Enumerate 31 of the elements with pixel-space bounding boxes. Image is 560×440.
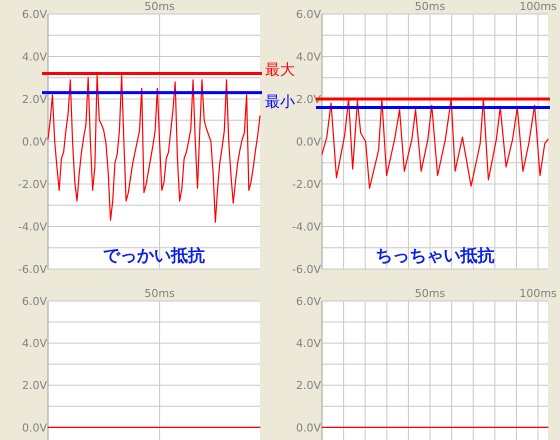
y-tick-label: -4.0V [18, 220, 48, 234]
y-tick-label: -2.0V [292, 178, 322, 191]
ref-line-label: 最大 [265, 60, 295, 78]
x-tick-label: 50ms [144, 0, 176, 13]
y-tick-label: -6.0V [292, 263, 322, 276]
x-tick-label: 100ms [519, 0, 558, 13]
x-tick-label: 100ms [519, 287, 558, 300]
y-tick-label: 4.0V [296, 50, 322, 64]
x-tick-label: 50ms [414, 0, 446, 13]
x-tick-label: 50ms [414, 287, 446, 300]
y-tick-label: 6.0V [296, 295, 322, 308]
y-tick-label: -6.0V [18, 263, 48, 276]
ref-line-label: 最小 [265, 92, 295, 111]
y-tick-label: 4.0V [22, 337, 48, 350]
y-tick-label: -2.0V [18, 178, 48, 191]
annotation: ちっちゃい抵抗 [376, 246, 494, 266]
y-tick-label: 6.0V [296, 8, 322, 21]
y-tick-label: 4.0V [22, 50, 48, 64]
y-tick-label: 0.0V [22, 421, 48, 434]
annotation: でっかい抵抗 [103, 246, 205, 266]
y-tick-label: 4.0V [296, 337, 322, 350]
x-tick-label: 50ms [144, 287, 176, 300]
y-tick-label: 0.0V [296, 421, 322, 434]
y-tick-label: 6.0V [22, 8, 48, 21]
y-tick-label: 0.0V [296, 136, 322, 148]
y-tick-label: 2.0V [296, 379, 322, 392]
y-tick-label: 0.0V [22, 136, 48, 148]
y-tick-label: -4.0V [292, 220, 322, 234]
y-tick-label: 2.0V [22, 93, 48, 106]
y-tick-label: 6.0V [22, 295, 48, 308]
y-tick-label: 2.0V [22, 379, 48, 392]
